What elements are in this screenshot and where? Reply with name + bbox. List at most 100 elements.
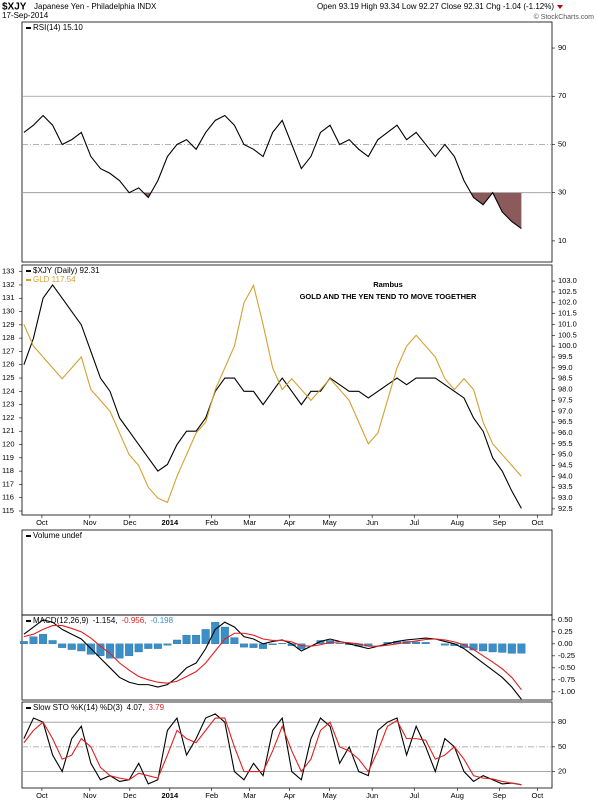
y-tick-label: 119: [2, 453, 14, 462]
panel-frame: [21, 701, 553, 789]
histogram-bar: [440, 643, 449, 646]
y-tick-label: 127: [2, 346, 15, 355]
oversold-fill: [143, 192, 522, 229]
legend-swatch: [26, 270, 31, 272]
y-tick-label: 121: [2, 426, 15, 435]
histogram-bar: [19, 641, 28, 644]
y2-tick-label: 94.0: [558, 471, 573, 480]
histogram-bar: [153, 643, 162, 649]
histogram-bar: [96, 643, 105, 656]
histogram-bar: [488, 643, 497, 653]
histogram-bar: [125, 643, 134, 656]
x-tick-label: Feb: [205, 518, 218, 527]
histogram-bar: [421, 642, 430, 644]
x-tick-label: Mar: [243, 791, 256, 800]
y-tick-label: 126: [2, 360, 15, 369]
y2-tick-label: 100.5: [558, 330, 577, 339]
y2-tick-label: 94.5: [558, 461, 573, 470]
y-tick-label: 129: [2, 320, 15, 329]
panel-title: Slow STO %K(14) %D(3): [33, 703, 123, 712]
y-tick-label: 50: [558, 139, 566, 148]
series-line: [23, 283, 522, 504]
x-tick-label: Dec: [123, 791, 137, 800]
y-tick-label: 30: [558, 188, 566, 197]
x-tick-label: Oct: [36, 791, 49, 800]
x-tick-label: Nov: [83, 791, 97, 800]
series-line: [23, 717, 522, 786]
y2-tick-label: 93.0: [558, 493, 573, 502]
x-tick-label: Dec: [123, 518, 137, 527]
y2-tick-label: 97.0: [558, 406, 573, 415]
chart-date: 17-Sep-2014: [2, 11, 49, 20]
histogram-bar: [163, 643, 172, 646]
y-tick-label: 133: [2, 267, 15, 276]
panel-frame: [21, 264, 553, 516]
x-tick-label: Oct: [532, 791, 545, 800]
panel-title: RSI(14) 15.10: [33, 23, 83, 32]
histogram-bar: [182, 635, 191, 644]
instrument-name: Japanese Yen - Philadelphia INDX: [34, 2, 157, 11]
panel-frame: [21, 614, 553, 701]
histogram-bar: [67, 643, 76, 650]
histogram-bar: [460, 643, 468, 648]
y-tick-label: 132: [2, 280, 15, 289]
series-line: [23, 284, 522, 509]
histogram-bar: [211, 622, 220, 644]
x-tick-label: May: [322, 518, 336, 527]
histogram-bar: [201, 629, 210, 644]
y-tick-label: 128: [2, 333, 15, 342]
x-tick-label: Jul: [409, 518, 419, 527]
histogram-bar: [58, 643, 67, 648]
y-tick-label: 116: [2, 493, 14, 502]
y-tick-label: 124: [2, 386, 15, 395]
histogram-bar: [173, 639, 181, 644]
y-tick-label: -0.75: [558, 675, 575, 684]
x-tick-label: Nov: [83, 518, 97, 527]
y2-tick-label: 101.0: [558, 319, 577, 328]
histogram-bar: [268, 643, 277, 645]
y2-tick-label: 102.5: [558, 287, 577, 296]
y-tick-label: 117: [2, 479, 14, 488]
x-tick-label: Sep: [493, 791, 506, 800]
y2-tick-label: 93.5: [558, 482, 573, 491]
y2-tick-label: 96.5: [558, 417, 573, 426]
x-tick-label: 2014: [161, 791, 179, 800]
y2-tick-label: 92.5: [558, 504, 573, 513]
y-tick-label: 118: [2, 466, 14, 475]
y-tick-label: 123: [2, 400, 15, 409]
histogram-bar: [144, 643, 153, 649]
y-tick-label: 0.25: [558, 627, 573, 636]
histogram-bar: [39, 634, 48, 644]
y-tick-label: 50: [558, 742, 566, 751]
y2-tick-label: 103.0: [558, 276, 577, 285]
x-tick-label: Oct: [36, 518, 49, 527]
legend-value: -1.154,: [93, 616, 118, 625]
x-tick-label: Aug: [451, 518, 464, 527]
y-tick-label: 120: [2, 440, 15, 449]
x-tick-label: Mar: [243, 518, 256, 527]
x-tick-label: Aug: [451, 791, 464, 800]
y2-tick-label: 99.0: [558, 363, 573, 372]
y-tick-label: -1.00: [558, 687, 575, 696]
y2-tick-label: 100.0: [558, 341, 577, 350]
histogram-bar: [479, 643, 488, 652]
y-tick-label: 130: [2, 307, 15, 316]
histogram-bar: [259, 643, 268, 649]
quote: Open 93.19 High 93.34 Low 92.27 Close 92…: [317, 2, 554, 11]
y-tick-label: 20: [558, 767, 566, 776]
y2-tick-label: 98.5: [558, 374, 573, 383]
series-line: [23, 713, 522, 786]
histogram-bar: [517, 643, 526, 654]
panel-frame: [21, 529, 553, 616]
down-arrow: [557, 5, 563, 9]
x-tick-label: Jun: [366, 518, 378, 527]
histogram-bar: [220, 626, 229, 644]
histogram-bar: [249, 643, 258, 648]
x-tick-label: Feb: [205, 791, 218, 800]
panel-title: Volume undef: [33, 531, 83, 540]
y2-tick-label: 95.5: [558, 439, 573, 448]
y-tick-label: 122: [2, 413, 15, 422]
x-tick-label: 2014: [161, 518, 179, 527]
x-tick-label: May: [322, 791, 336, 800]
